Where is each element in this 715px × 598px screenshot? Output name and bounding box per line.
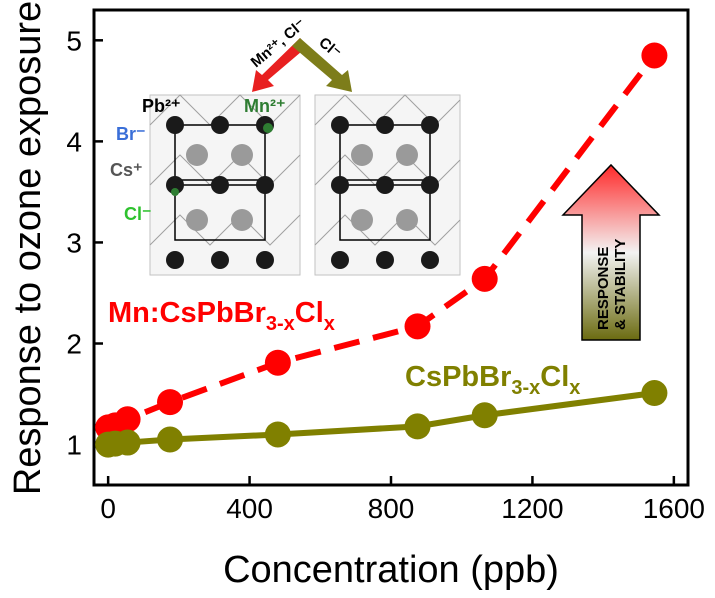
crystal-structure-inset: Mn²⁺, Cl⁻ Cl⁻ Pb²⁺ Br⁻ Cs⁺ Cl⁻ Mn²⁺	[110, 16, 461, 276]
ion-label-pb: Pb²⁺	[142, 96, 181, 116]
y-tick-label: 5	[66, 25, 82, 56]
data-point-series-0	[264, 349, 291, 376]
data-point-series-1	[114, 429, 141, 456]
x-tick-label: 1600	[643, 493, 705, 524]
data-point-series-0	[471, 265, 498, 292]
data-point-series-1	[404, 413, 431, 440]
x-tick-label: 0	[100, 493, 116, 524]
ion-label-mn: Mn²⁺	[244, 96, 285, 116]
data-point-series-1	[641, 380, 668, 407]
series-label-undoped: CsPbBr3-xClx	[405, 361, 580, 399]
x-tick-label: 1200	[501, 493, 563, 524]
series-label-mn: Mn:CsPbBr3-xClx	[108, 297, 335, 335]
data-point-series-0	[641, 42, 668, 69]
data-point-series-0	[404, 313, 431, 340]
y-axis-title: Response to ozone exposure	[7, 1, 49, 495]
y-tick-label: 2	[66, 329, 82, 360]
data-point-series-1	[264, 421, 291, 448]
big-arrow-label-line1: RESPONSE	[595, 247, 612, 330]
doping-arrow-left	[252, 38, 308, 92]
x-axis-title: Concentration (ppb)	[223, 549, 559, 591]
doping-arrow-right	[292, 38, 352, 92]
response-stability-arrow: RESPONSE & STABILITY	[561, 163, 661, 341]
series-line-1	[107, 390, 655, 448]
ion-label-cl: Cl⁻	[124, 204, 152, 224]
data-point-series-1	[157, 426, 184, 453]
data-point-series-0	[157, 389, 184, 416]
x-tick-label: 800	[368, 493, 415, 524]
left-crystal	[149, 94, 301, 276]
right-crystal	[314, 94, 461, 276]
y-tick-label: 1	[66, 430, 82, 461]
y-tick-label: 4	[66, 126, 82, 157]
y-tick-label: 3	[66, 227, 82, 258]
x-tick-label: 400	[226, 493, 273, 524]
ion-label-br: Br⁻	[116, 124, 146, 144]
data-point-series-0	[114, 406, 141, 433]
big-arrow-label-line2: & STABILITY	[612, 239, 629, 330]
ion-label-cs: Cs⁺	[110, 160, 143, 180]
data-point-series-1	[471, 402, 498, 429]
